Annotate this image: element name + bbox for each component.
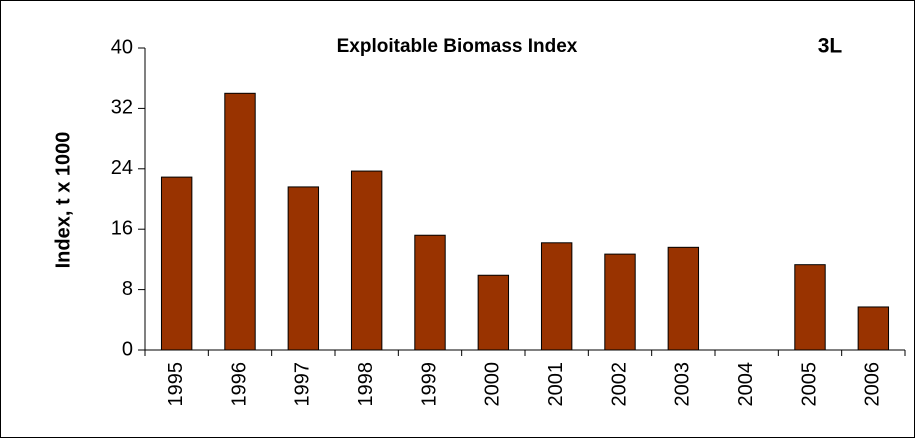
bar <box>414 234 446 351</box>
x-tick-label: 2000 <box>482 362 504 407</box>
chart-title: Exploitable Biomass Index <box>337 36 578 57</box>
y-tick-label: 16 <box>111 217 133 239</box>
x-tick-label: 1999 <box>418 362 440 407</box>
bar <box>857 306 890 351</box>
x-tick-label: 2006 <box>862 362 884 407</box>
bar <box>224 92 256 351</box>
bar <box>540 242 573 351</box>
x-tick-label: 2004 <box>735 362 757 407</box>
bar <box>160 176 193 351</box>
x-tick-label: 1997 <box>292 362 314 407</box>
x-tick-label: 1996 <box>228 362 250 407</box>
x-tick-label: 2005 <box>798 362 820 407</box>
bar <box>604 253 636 351</box>
bar <box>477 274 510 351</box>
bar <box>667 246 700 351</box>
y-tick-label: 24 <box>111 157 133 179</box>
y-axis-label: Index, t x 1000 <box>52 132 74 269</box>
y-tick-label: 0 <box>122 338 133 360</box>
y-tick-label: 32 <box>111 97 133 119</box>
x-tick-label: 1995 <box>165 362 187 407</box>
x-tick-label: 1998 <box>355 362 377 407</box>
bar <box>287 186 320 351</box>
x-tick-label: 2002 <box>608 362 630 407</box>
x-tick-label: 2003 <box>672 362 694 407</box>
bar <box>794 264 826 351</box>
bar <box>350 170 383 351</box>
x-tick-label: 2001 <box>545 362 567 407</box>
y-tick-label: 8 <box>122 278 133 300</box>
y-tick-label: 40 <box>111 36 133 58</box>
annotation: 3L <box>818 35 843 58</box>
